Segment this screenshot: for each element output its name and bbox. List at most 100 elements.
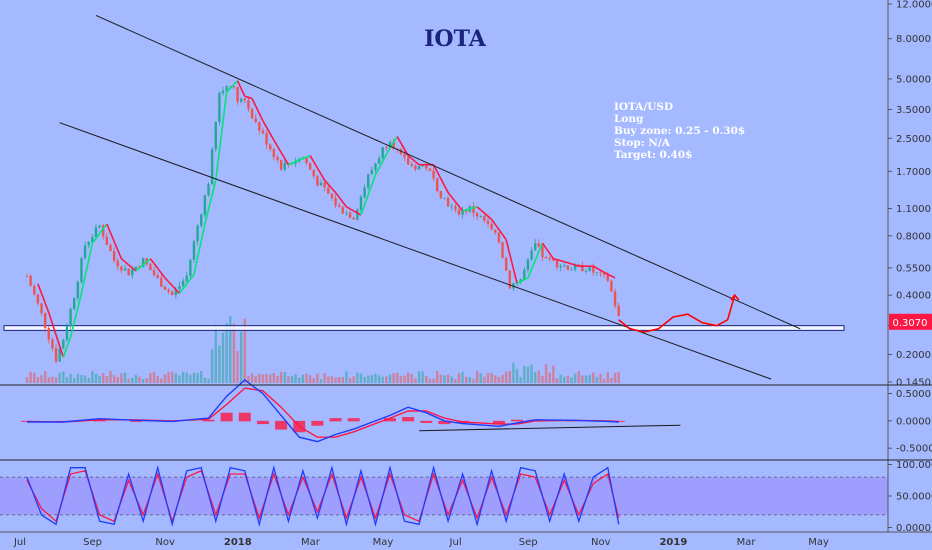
volume-bar: [534, 371, 537, 383]
volume-bar: [519, 377, 522, 383]
candle-body: [537, 243, 541, 247]
candle-body: [210, 149, 214, 185]
candle-body: [421, 165, 424, 167]
trade-note: IOTA/USD Long Buy zone: 0.25 - 0.30$ Sto…: [614, 101, 745, 161]
volume-bar: [544, 364, 548, 383]
volume-bar: [613, 372, 617, 383]
macd-histogram-bar: [438, 420, 451, 425]
time-tick-label: 2018: [224, 537, 252, 548]
candle-body: [584, 270, 588, 272]
moving-average-segment: [501, 234, 507, 241]
moving-average-segment: [596, 267, 601, 271]
candle-body: [87, 241, 90, 246]
volume-bar: [541, 376, 544, 383]
volume-bar: [316, 373, 319, 383]
candle-body: [613, 291, 617, 306]
candle-body: [417, 166, 421, 170]
moving-average-segment: [77, 293, 83, 309]
volume-bar: [181, 371, 185, 383]
moving-average-segment: [135, 267, 141, 272]
volume-bar: [523, 365, 526, 383]
volume-bar: [359, 373, 363, 383]
moving-average-segment: [342, 201, 348, 208]
moving-average-segment: [516, 280, 522, 285]
time-tick-label: Jul: [13, 537, 26, 548]
candle-body: [388, 141, 392, 148]
volume-bar: [457, 372, 461, 383]
candle-body: [490, 223, 493, 230]
moving-average-segment: [276, 145, 282, 153]
moving-average-segment: [451, 196, 456, 203]
volume-bar: [287, 376, 290, 383]
candle-body: [149, 264, 152, 271]
moving-average-segment: [66, 336, 72, 348]
candle-body: [279, 160, 283, 170]
candle-body: [232, 86, 236, 88]
moving-average-segment: [62, 346, 68, 358]
candle-body: [403, 154, 406, 158]
volume-bar: [65, 377, 69, 383]
candle-body: [47, 327, 50, 340]
candle-body: [323, 182, 326, 188]
volume-bar: [40, 375, 43, 383]
volume-bar: [312, 378, 315, 383]
volume-bar: [599, 373, 602, 383]
volume-bar: [236, 351, 239, 383]
volume-bar: [47, 377, 50, 383]
time-tick-label: Sep: [519, 537, 538, 548]
candle-body: [290, 163, 294, 165]
volume-bar: [127, 378, 130, 383]
moving-average-segment: [320, 173, 326, 181]
candle-body: [602, 272, 606, 275]
volume-bar: [465, 376, 468, 383]
moving-average-segment: [560, 259, 565, 263]
volume-bar: [421, 371, 424, 383]
volume-bar: [225, 323, 228, 383]
moving-average-segment: [265, 126, 271, 135]
volume-bar: [508, 371, 511, 383]
candle-body: [43, 312, 47, 328]
volume-bar: [486, 373, 490, 383]
volume-bar: [210, 349, 214, 383]
moving-average-segment: [273, 139, 279, 147]
candle-body: [65, 326, 69, 341]
volume-bar: [377, 375, 381, 383]
volume-bar: [494, 375, 497, 383]
moving-average-segment: [164, 277, 170, 283]
moving-average-group: [37, 80, 616, 358]
volume-bar: [559, 374, 562, 383]
moving-average-segment: [175, 288, 181, 294]
volume-bar: [250, 373, 254, 383]
moving-average-segment: [120, 258, 126, 263]
candle-body: [305, 157, 308, 163]
candle-body: [229, 86, 232, 87]
candle-body: [530, 250, 533, 260]
volume-bar: [406, 372, 410, 383]
moving-average-segment: [302, 156, 307, 160]
candle-body: [102, 225, 105, 237]
candle-body: [141, 258, 145, 267]
candle-body: [330, 193, 334, 199]
volume-bar: [388, 374, 392, 383]
candle-body: [112, 251, 116, 261]
moving-average-segment: [498, 229, 504, 236]
candle-body: [483, 215, 486, 221]
candle-body: [207, 184, 210, 196]
time-tick-label: Mar: [737, 537, 757, 548]
note-line-direction: Long: [614, 113, 644, 125]
volume-bar: [428, 378, 432, 383]
moving-average-segment: [530, 260, 536, 270]
candle-body: [414, 165, 417, 170]
volume-bar: [254, 376, 257, 383]
candle-body: [239, 98, 243, 102]
volume-bar: [305, 373, 308, 383]
moving-average-segment: [58, 345, 65, 358]
moving-average-segment: [592, 265, 598, 269]
volume-bar: [214, 324, 217, 383]
moving-average-segment: [447, 192, 453, 198]
candle-body: [606, 274, 609, 281]
macd-histogram-bar: [492, 420, 505, 424]
volume-bar: [475, 371, 479, 383]
channel-line-upper: [95, 14, 801, 330]
volume-bar: [548, 372, 551, 383]
